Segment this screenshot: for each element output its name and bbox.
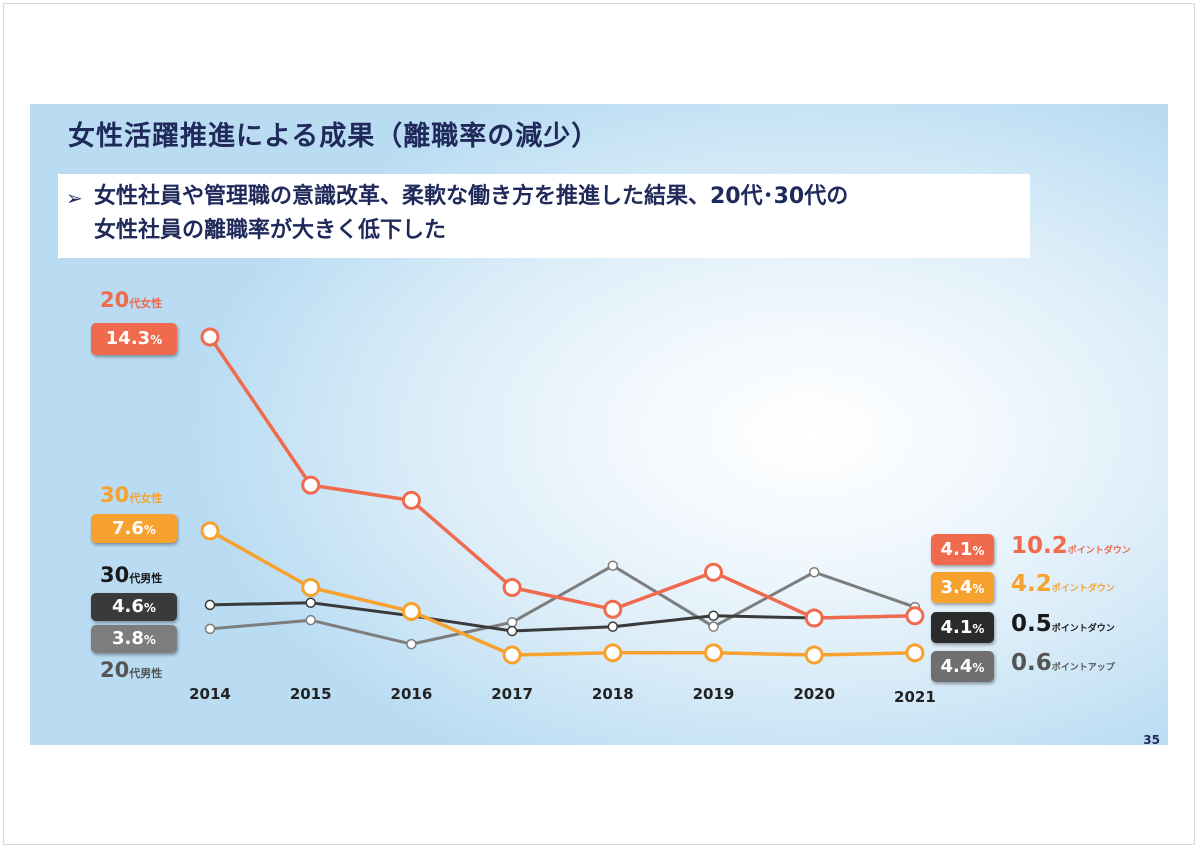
- point-female20-2016: [401, 490, 421, 510]
- label-female30: 30代女性: [100, 483, 162, 507]
- page-number: 35: [1143, 733, 1160, 745]
- bullet-arrow-icon: ➢: [66, 186, 83, 210]
- badge-female20-start-unit: %: [150, 333, 163, 347]
- point-female30-2015: [301, 577, 321, 597]
- point-female20-2018: [603, 599, 623, 619]
- series-line-female30: [209, 529, 915, 657]
- badge-male20-start: 3.8%: [91, 625, 177, 653]
- change-female20-value: 10.2: [1011, 533, 1068, 559]
- x-tick-label-2020: 2020: [793, 685, 835, 703]
- label-female20: 20代女性: [100, 288, 162, 312]
- label-male20-group: 代男性: [129, 667, 163, 680]
- badge-male30-end-unit: %: [972, 622, 985, 636]
- label-male30: 30代男性: [100, 563, 162, 587]
- point-male30-2018: [607, 621, 619, 632]
- label-female20-group: 代女性: [129, 297, 163, 310]
- x-tick-label-2016: 2016: [391, 685, 433, 703]
- x-tick-label-2015: 2015: [290, 685, 332, 703]
- label-male20: 20代男性: [100, 658, 162, 682]
- point-male30-2017: [506, 625, 518, 637]
- badge-female20-end: 4.1%: [931, 534, 994, 565]
- x-tick-label-2014: 2014: [189, 685, 231, 703]
- series-line-female20: [208, 336, 915, 620]
- label-male30-group: 代男性: [129, 572, 163, 585]
- label-female20-age: 20: [100, 288, 130, 312]
- badge-female20-end-value: 4.1: [940, 539, 973, 560]
- bullet-box: ➢ 女性社員や管理職の意識改革、柔軟な働き方を推進した結果、20代･30代の 女…: [58, 174, 1030, 258]
- point-female20-2020: [804, 608, 824, 628]
- point-female30-2018: [603, 643, 623, 663]
- badge-female20-end-unit: %: [972, 544, 985, 558]
- line-chart: 2014 2015 2016 2017 2018 2019 2020 2021: [189, 327, 936, 706]
- x-tick-label-2021: 2021: [894, 688, 936, 706]
- point-female30-2014: [200, 521, 220, 541]
- bullet-line-1: 女性社員や管理職の意識改革、柔軟な働き方を推進した結果、20代･30代の: [94, 184, 849, 209]
- badge-female30-start-unit: %: [143, 523, 156, 537]
- point-male20-2014: [204, 623, 216, 635]
- point-male30-2015: [305, 597, 316, 608]
- x-tick-label-2017: 2017: [491, 685, 533, 703]
- point-male30-2014: [204, 599, 216, 611]
- slide: 女性活躍推進による成果（離職率の減少） ➢ 女性社員や管理職の意識改革、柔軟な働…: [30, 104, 1168, 745]
- label-male20-age: 20: [100, 658, 130, 682]
- badge-male20-start-unit: %: [143, 633, 156, 647]
- slide-title: 女性活躍推進による成果（離職率の減少）: [68, 121, 600, 152]
- point-male20-2016: [406, 638, 417, 650]
- point-male20-2019: [708, 621, 719, 632]
- point-female30-2021: [905, 643, 925, 663]
- point-female30-2019: [704, 643, 723, 663]
- badge-male20-end-value: 4.4: [940, 656, 973, 677]
- badge-male30-start-value: 4.6: [112, 596, 144, 617]
- point-female30-2020: [804, 645, 824, 665]
- change-male30: 0.5ポイントダウン: [1011, 611, 1115, 637]
- point-female30-2017: [502, 645, 522, 665]
- badge-female20-start: 14.3%: [91, 323, 177, 355]
- point-female30-2016: [401, 601, 421, 621]
- change-female30-value: 4.2: [1011, 571, 1052, 597]
- x-tick-label-2018: 2018: [592, 685, 634, 703]
- point-male20-2018: [607, 560, 619, 571]
- label-female30-group: 代女性: [129, 492, 163, 505]
- change-male30-value: 0.5: [1011, 611, 1052, 637]
- bullet-text: 女性社員や管理職の意識改革、柔軟な働き方を推進した結果、20代･30代の 女性社…: [94, 180, 1024, 248]
- change-male20-unit: ポイントアップ: [1051, 663, 1115, 673]
- badge-female20-start-value: 14.3: [105, 328, 151, 349]
- point-female20-2017: [502, 577, 522, 597]
- badge-female30-end-value: 3.4: [940, 577, 973, 598]
- change-female30: 4.2ポイントダウン: [1011, 571, 1115, 597]
- change-female20: 10.2ポイントダウン: [1011, 533, 1131, 559]
- label-male30-age: 30: [100, 563, 130, 587]
- change-female30-unit: ポイントダウン: [1051, 584, 1115, 594]
- change-male20: 0.6ポイントアップ: [1011, 650, 1115, 676]
- badge-male20-end-unit: %: [972, 661, 985, 675]
- point-male30-2019: [708, 610, 719, 622]
- point-female20-2015: [301, 475, 321, 495]
- badge-male30-start-unit: %: [143, 601, 156, 615]
- badge-male20-end: 4.4%: [931, 651, 994, 682]
- change-male20-value: 0.6: [1011, 650, 1052, 676]
- badge-male30-start: 4.6%: [91, 593, 177, 621]
- point-female20-2014: [200, 327, 220, 347]
- badge-female30-end-unit: %: [972, 582, 985, 596]
- point-male20-2015: [305, 614, 316, 626]
- series-line-male20: [209, 564, 916, 646]
- slide-frame: [3, 3, 1195, 845]
- badge-female30-end: 3.4%: [931, 572, 994, 603]
- badge-female30-start-value: 7.6: [112, 518, 144, 539]
- change-male30-unit: ポイントダウン: [1051, 624, 1115, 634]
- badge-male30-end: 4.1%: [931, 612, 994, 643]
- badge-male30-end-value: 4.1: [940, 617, 973, 638]
- point-female20-2019: [704, 562, 723, 582]
- change-female20-unit: ポイントダウン: [1067, 546, 1131, 556]
- point-male20-2017: [506, 617, 518, 628]
- point-female20-2021: [905, 606, 925, 626]
- label-female30-age: 30: [100, 483, 130, 507]
- badge-female30-start: 7.6%: [91, 514, 177, 543]
- bullet-line-2: 女性社員の離職率が大きく低下した: [94, 218, 447, 243]
- point-male20-2020: [808, 566, 820, 578]
- badge-male20-start-value: 3.8: [112, 628, 144, 649]
- x-tick-label-2019: 2019: [693, 685, 735, 703]
- series-line-male30: [209, 601, 915, 633]
